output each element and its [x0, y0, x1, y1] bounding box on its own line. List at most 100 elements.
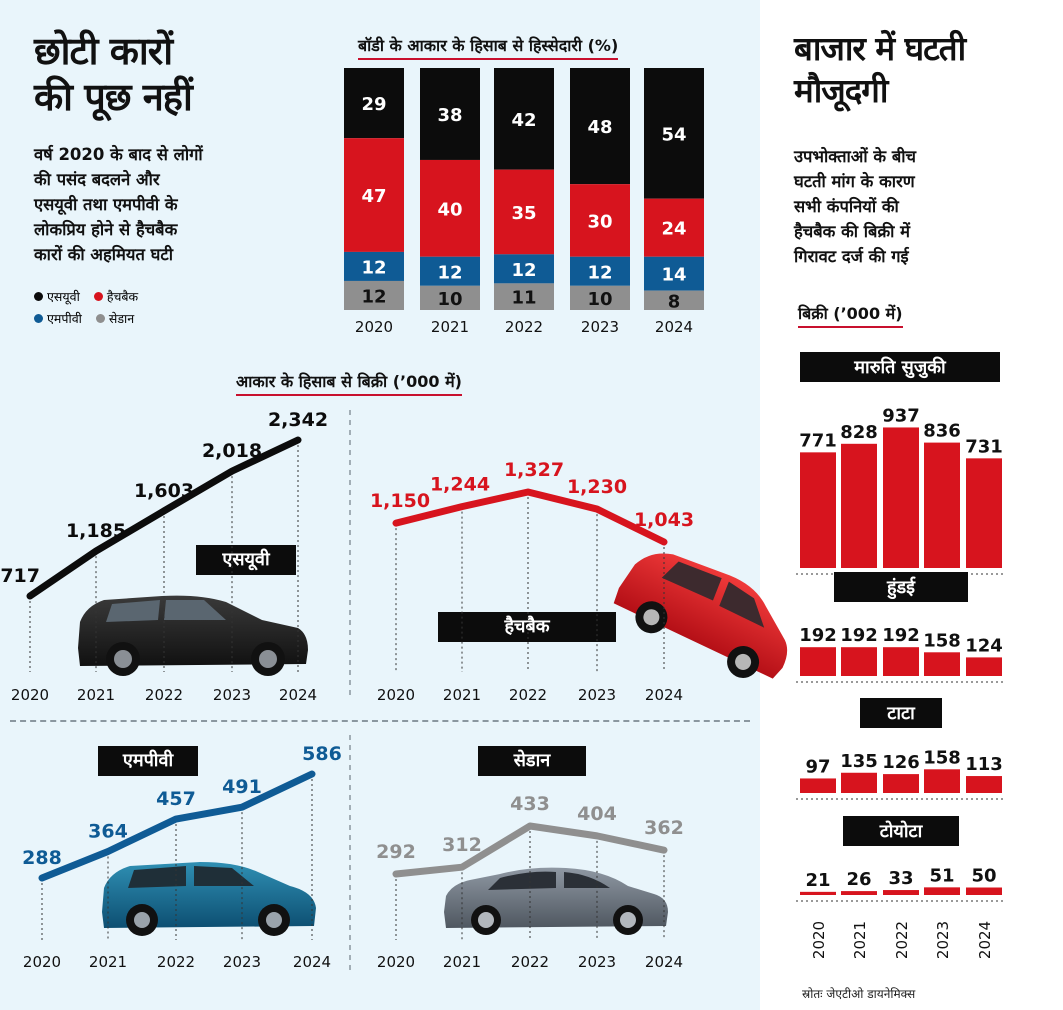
share-value-label: 24	[661, 219, 686, 240]
brand-value-label: 97	[805, 756, 830, 777]
share-value-label: 38	[437, 105, 462, 126]
sedan-value-label: 292	[376, 841, 416, 863]
brand-year-label: 2024	[976, 921, 994, 959]
share-bar-segment-mpv	[494, 254, 554, 284]
share-bar-segment-suv	[494, 68, 554, 170]
line-year-label: 2020	[11, 686, 49, 704]
line-year-label: 2023	[223, 953, 261, 971]
brand-bar	[800, 647, 836, 676]
share-bar-segment-suv	[344, 68, 404, 139]
hatchback-car-illustration	[613, 553, 788, 679]
share-value-label: 12	[361, 286, 386, 307]
legend-suv-label: एसयूवी	[47, 289, 80, 304]
subtitle-line: लोकप्रिय होने से हैचबैक	[34, 220, 178, 239]
sales-section-title: आकार के हिसाब से बिक्री (’000 में)	[236, 370, 462, 396]
legend-row-2: एमपीवी सेडान	[34, 310, 134, 327]
suv-dot-icon	[34, 292, 43, 301]
brand-value-label: 26	[846, 869, 871, 890]
brand-name-label: मारुति सुजुकी	[853, 356, 947, 379]
suv-value-label: 1,185	[66, 520, 126, 542]
brand-year-label: 2020	[810, 921, 828, 959]
sedan-value-label: 362	[644, 817, 684, 839]
brand-value-label: 192	[840, 625, 878, 646]
brand-value-label: 158	[923, 747, 961, 768]
share-value-label: 10	[437, 289, 462, 310]
hatchback-chart-label: हैचबैक	[438, 612, 616, 642]
mpv-value-label: 288	[22, 847, 62, 869]
brand-value-label: 771	[799, 430, 837, 451]
legend-suv: एसयूवी	[34, 288, 80, 305]
suv-value-label: 1,603	[134, 480, 194, 502]
hatchback-value-label: 1,244	[430, 474, 490, 496]
legend-hatchback-label: हैचबैक	[106, 289, 139, 304]
brand-bar	[966, 776, 1002, 793]
suv-value-label: 2,018	[202, 440, 262, 462]
share-year-label: 2021	[431, 318, 469, 336]
legend-row-1: एसयूवी हैचबैक	[34, 288, 138, 305]
line-year-label: 2024	[645, 953, 683, 971]
share-value-label: 12	[511, 260, 536, 281]
share-bar-segment-hatchback	[494, 169, 554, 255]
brand-bar	[883, 774, 919, 793]
brand-name-box	[834, 572, 968, 602]
brand-value-label: 113	[965, 754, 1003, 775]
brand-bar	[841, 772, 877, 793]
share-bar-segment-hatchback	[570, 184, 630, 257]
brand-value-label: 21	[805, 870, 830, 891]
main-title-line1: छोटी कारों	[34, 29, 173, 73]
brand-value-label: 192	[882, 625, 920, 646]
share-value-label: 35	[511, 203, 536, 224]
mpv-value-label: 586	[302, 743, 342, 765]
line-year-label: 2020	[377, 686, 415, 704]
brand-value-label: 192	[799, 625, 837, 646]
share-value-label: 14	[661, 265, 686, 286]
sedan-value-label: 312	[442, 834, 482, 856]
share-bar-segment-mpv	[570, 256, 630, 286]
share-bar-segment-sedan	[494, 283, 554, 310]
share-value-label: 29	[361, 94, 386, 115]
line-year-label: 2022	[145, 686, 183, 704]
suv-value-label: 717	[0, 565, 40, 587]
share-year-label: 2023	[581, 318, 619, 336]
brand-bar	[924, 769, 960, 793]
brand-bar	[924, 652, 960, 676]
brand-name-box	[860, 698, 942, 728]
line-year-label: 2021	[89, 953, 127, 971]
brand-bar	[966, 657, 1002, 676]
hatchback-series-line	[392, 488, 668, 546]
share-bar-segment-mpv	[344, 251, 404, 281]
brand-value-label: 158	[923, 630, 961, 651]
right-desc-line: घटती मांग के कारण	[794, 172, 915, 191]
line-year-label: 2023	[213, 686, 251, 704]
mpv-value-label: 457	[156, 788, 196, 810]
right-desc-line: सभी कंपनियों की	[794, 197, 899, 216]
share-bar-segment-hatchback	[420, 159, 480, 257]
share-bar-segment-sedan	[644, 290, 704, 310]
share-value-label: 48	[587, 117, 612, 138]
share-bar-segment-hatchback	[644, 198, 704, 257]
mpv-value-label: 491	[222, 776, 262, 798]
suv-car-illustration	[78, 595, 308, 676]
line-year-label: 2021	[443, 686, 481, 704]
mpv-dot-icon	[34, 314, 43, 323]
brand-value-label: 126	[882, 752, 920, 773]
share-value-label: 12	[361, 257, 386, 278]
right-desc-line: गिरावट दर्ज की गई	[794, 247, 909, 266]
brand-value-label: 836	[923, 421, 961, 442]
hatchback-value-label: 1,043	[634, 509, 694, 531]
brand-value-label: 731	[965, 436, 1003, 457]
share-bar-segment-sedan	[570, 285, 630, 310]
mpv-chart-label: एमपीवी	[98, 746, 198, 776]
brand-name-box	[800, 352, 1000, 382]
suv-value-label: 2,342	[268, 409, 328, 431]
share-year-label: 2022	[505, 318, 543, 336]
main-title-line2: की पूछ नहीं	[34, 75, 193, 119]
brand-year-label: 2023	[934, 921, 952, 959]
brand-name-label: टाटा	[886, 703, 916, 724]
line-year-label: 2023	[578, 953, 616, 971]
hatchback-value-label: 1,230	[567, 476, 627, 498]
share-value-label: 30	[587, 211, 612, 232]
share-chart-title: बॉडी के आकार के हिसाब से हिस्सेदारी (%)	[358, 34, 619, 60]
right-desc-line: उपभोक्ताओं के बीच	[794, 147, 917, 166]
